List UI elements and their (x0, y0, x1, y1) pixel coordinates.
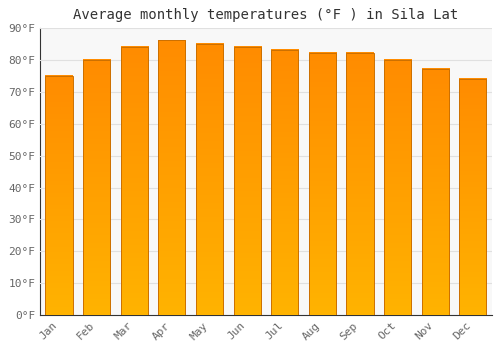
Bar (271, 50, 298, 315)
Bar (234, 47, 260, 315)
Bar (158, 41, 186, 315)
Bar (384, 60, 411, 315)
Bar (460, 79, 486, 315)
Bar (346, 53, 374, 315)
Bar (196, 44, 223, 315)
Bar (309, 53, 336, 315)
Bar (46, 76, 72, 315)
Bar (120, 47, 148, 315)
Bar (422, 69, 449, 315)
Bar (83, 60, 110, 315)
Title: Average monthly temperatures (°F ) in Sila Lat: Average monthly temperatures (°F ) in Si… (74, 8, 458, 22)
